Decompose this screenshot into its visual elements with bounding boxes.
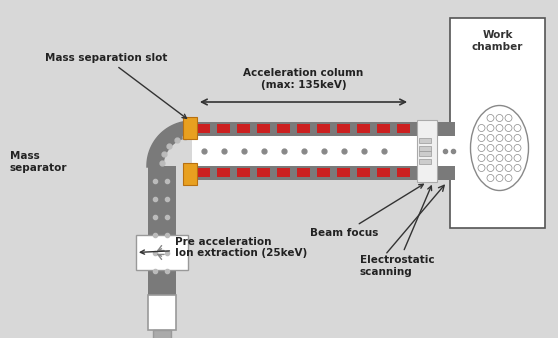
Bar xyxy=(277,168,290,177)
Bar xyxy=(397,168,410,177)
Bar xyxy=(277,124,290,133)
Bar xyxy=(419,151,431,156)
Ellipse shape xyxy=(470,105,528,191)
Bar xyxy=(297,124,310,133)
Bar xyxy=(192,166,415,180)
Text: Acceleration column
(max: 135keV): Acceleration column (max: 135keV) xyxy=(243,68,364,90)
Bar xyxy=(317,168,330,177)
Bar xyxy=(197,124,210,133)
Text: Pre acceleration
Ion extraction (25keV): Pre acceleration Ion extraction (25keV) xyxy=(140,237,307,258)
Bar xyxy=(192,122,415,136)
Bar xyxy=(148,295,176,330)
Polygon shape xyxy=(148,122,192,166)
Bar xyxy=(419,138,431,143)
Bar xyxy=(357,168,370,177)
Bar xyxy=(257,168,270,177)
Bar xyxy=(197,168,210,177)
Bar xyxy=(397,124,410,133)
Bar xyxy=(148,166,162,295)
Bar xyxy=(217,124,230,133)
Bar xyxy=(419,146,431,151)
Bar xyxy=(297,168,310,177)
Bar xyxy=(377,168,390,177)
Bar xyxy=(417,120,437,182)
Bar xyxy=(337,168,350,177)
Text: Work
chamber: Work chamber xyxy=(472,30,523,52)
Bar xyxy=(153,330,171,338)
Text: Beam focus: Beam focus xyxy=(310,184,424,238)
Bar xyxy=(450,18,545,228)
Bar xyxy=(136,235,188,270)
Bar xyxy=(237,124,250,133)
Bar xyxy=(183,117,197,139)
Bar xyxy=(162,166,176,295)
Text: Electrostatic
scanning: Electrostatic scanning xyxy=(360,186,435,276)
Polygon shape xyxy=(148,122,192,166)
Bar xyxy=(257,124,270,133)
Bar xyxy=(415,122,455,136)
Text: Ion source: Ion source xyxy=(0,337,1,338)
Bar xyxy=(237,168,250,177)
Text: Mass separation slot: Mass separation slot xyxy=(45,53,186,118)
Bar xyxy=(192,136,415,166)
Bar xyxy=(415,136,455,166)
Bar xyxy=(377,124,390,133)
Bar xyxy=(419,159,431,164)
Bar xyxy=(337,124,350,133)
Polygon shape xyxy=(148,122,192,166)
Bar xyxy=(217,168,230,177)
Bar xyxy=(415,166,455,180)
Bar xyxy=(317,124,330,133)
Bar xyxy=(183,163,197,185)
Text: Mass
separator: Mass separator xyxy=(10,151,68,173)
Bar xyxy=(357,124,370,133)
